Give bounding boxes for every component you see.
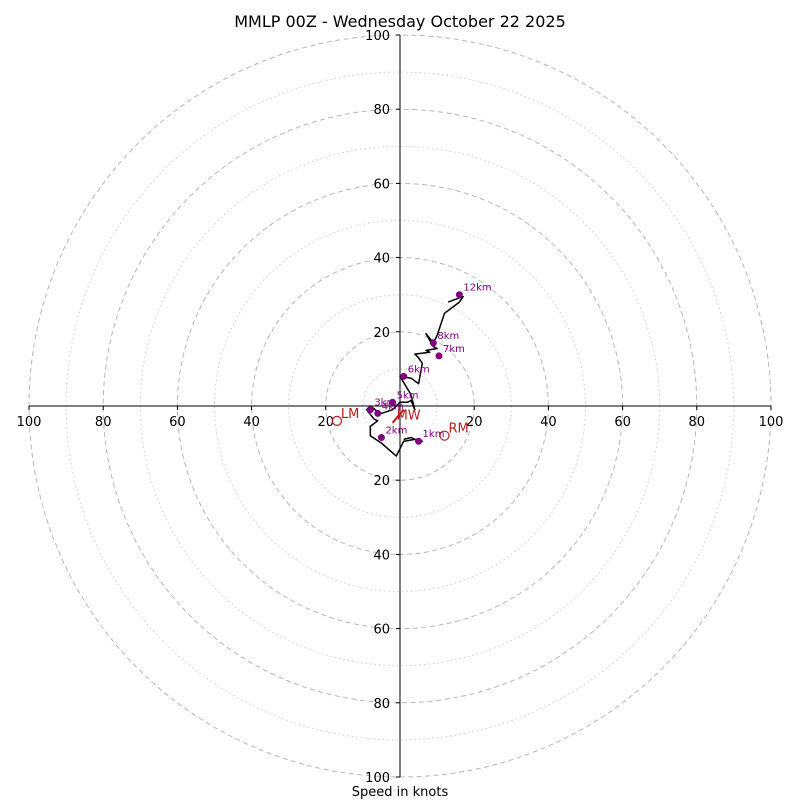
height-marker-5km [389,398,397,406]
height-marker-12km [455,291,463,299]
motion-label-RM: RM [449,422,469,437]
height-marker-4km [374,409,382,417]
y-tick-label: 100 [365,29,390,44]
x-tick-label: 20 [466,415,483,430]
x-tick-label: 60 [614,415,631,430]
height-marker-2km [377,434,385,442]
motion-label-LM: LM [341,407,359,422]
axes [29,35,771,777]
y-tick-label: 100 [365,771,390,786]
shear-vector [391,409,405,424]
height-marker-1km [415,437,423,445]
y-tick-label: 40 [373,252,390,267]
y-tick-label: 80 [373,697,390,712]
y-tick-label: 40 [373,548,390,563]
y-tick-label: 60 [373,623,390,638]
height-label-5km: 5km [397,390,419,401]
shear-vector-line [391,409,405,424]
tick-labels: 100 80 60 40 20 20 40 60 80 100 20 40 60 80 100 20 40 60 8… [17,29,784,786]
motion-label-MW: MW [397,409,421,424]
x-tick-label: 80 [689,415,706,430]
chart-title: MMLP 00Z - Wednesday October 22 2025 [234,12,566,31]
x-tick-label: 40 [243,415,260,430]
height-label-2km: 2km [385,426,407,437]
x-tick-label: 60 [169,415,186,430]
motion-marker-RM [439,430,450,441]
y-tick-label: 20 [373,474,390,489]
height-label-1km: 1km [423,429,445,440]
height-marker-3km [366,406,374,414]
x-tick-label: 100 [17,415,42,430]
x-tick-label: 20 [318,415,335,430]
height-label-8km: 8km [437,331,459,342]
x-tick-label: 40 [540,415,557,430]
height-label-3km: 3km [374,398,396,409]
height-label-4km: 4km [382,401,404,412]
y-tick-label: 20 [373,326,390,341]
hodograph-line [365,295,464,457]
hodograph-trace [365,295,464,457]
y-tick-label: 80 [373,103,390,118]
y-tick-label: 60 [373,177,390,192]
height-marker-6km [400,372,408,380]
height-marker-8km [429,339,437,347]
height-label-12km: 12km [463,283,491,294]
x-tick-label: 100 [759,415,784,430]
motion-marker-LM [331,415,343,426]
height-label-7km: 7km [443,344,465,355]
x-axis-label: Speed in knots [352,785,449,800]
storm-motion-markers: RM LM MW [331,407,469,441]
height-marker-7km [435,352,443,360]
height-label-6km: 6km [408,364,430,375]
x-tick-label: 80 [95,415,112,430]
